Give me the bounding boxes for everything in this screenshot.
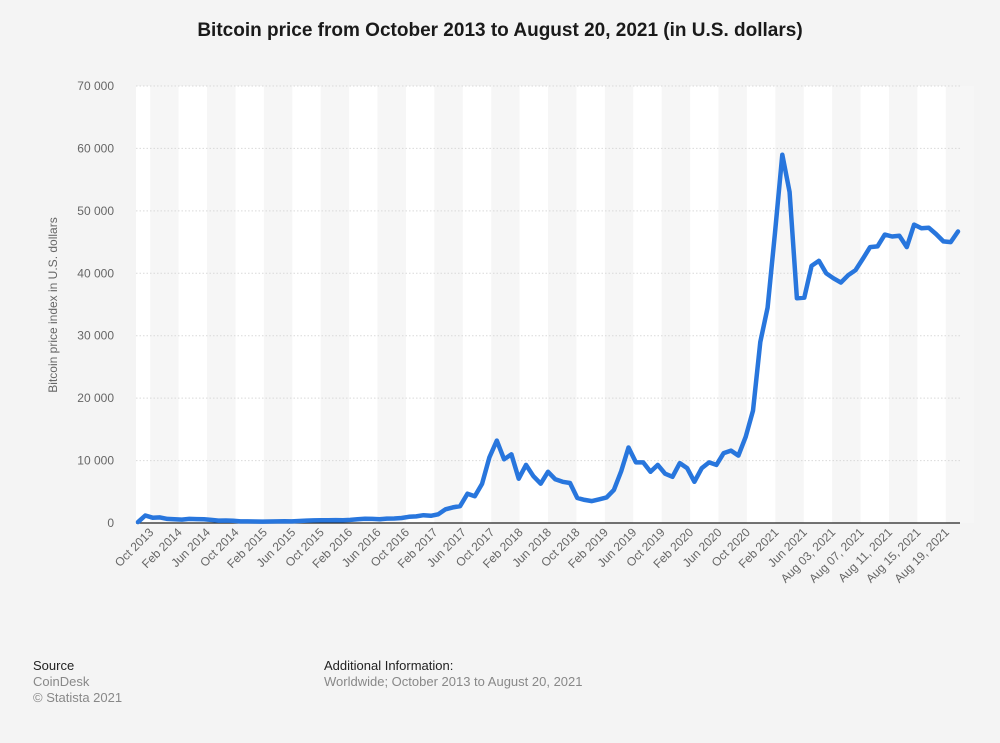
plot-band — [263, 86, 293, 523]
plot-band — [491, 86, 520, 523]
y-tick-label: 10 000 — [77, 454, 114, 468]
y-tick-label: 0 — [107, 516, 114, 530]
plot-band — [150, 86, 179, 523]
plot-band — [945, 86, 975, 523]
plot-band — [320, 86, 350, 523]
additional-info-block: Additional Information: Worldwide; Octob… — [324, 658, 582, 690]
y-tick-label: 70 000 — [77, 79, 114, 93]
y-tick-label: 30 000 — [77, 329, 114, 343]
copyright-notice: © Statista 2021 — [33, 690, 123, 705]
plot-band — [548, 86, 577, 523]
additional-info-heading: Additional Information: — [324, 658, 454, 673]
additional-info-text: Worldwide; October 2013 to August 20, 20… — [324, 674, 583, 689]
plot-band — [832, 86, 861, 523]
plot-band — [377, 86, 406, 523]
plot-band — [661, 86, 691, 523]
plot-background-bands — [136, 86, 975, 523]
plot-band — [604, 86, 634, 523]
series-line — [135, 152, 961, 525]
plot-band — [775, 86, 804, 523]
y-tick-label: 60 000 — [77, 141, 114, 155]
plot-band — [434, 86, 463, 523]
chart-title: Bitcoin price from October 2013 to Augus… — [197, 20, 803, 41]
plot-band — [888, 86, 918, 523]
y-axis-ticks: 0 10 000 20 000 30 000 40 000 50 000 60 000 70 … — [77, 79, 114, 530]
y-axis-label: Bitcoin price index in U.S. dollars — [46, 217, 60, 392]
source-block: Source CoinDesk © Statista 2021 — [33, 658, 122, 706]
plot-band — [207, 86, 236, 523]
y-tick-label: 20 000 — [77, 391, 114, 405]
y-tick-label: 50 000 — [77, 204, 114, 218]
source-name[interactable]: CoinDesk — [33, 674, 90, 689]
y-tick-label: 40 000 — [77, 266, 114, 280]
source-heading: Source — [33, 658, 75, 673]
gridlines — [136, 85, 960, 462]
